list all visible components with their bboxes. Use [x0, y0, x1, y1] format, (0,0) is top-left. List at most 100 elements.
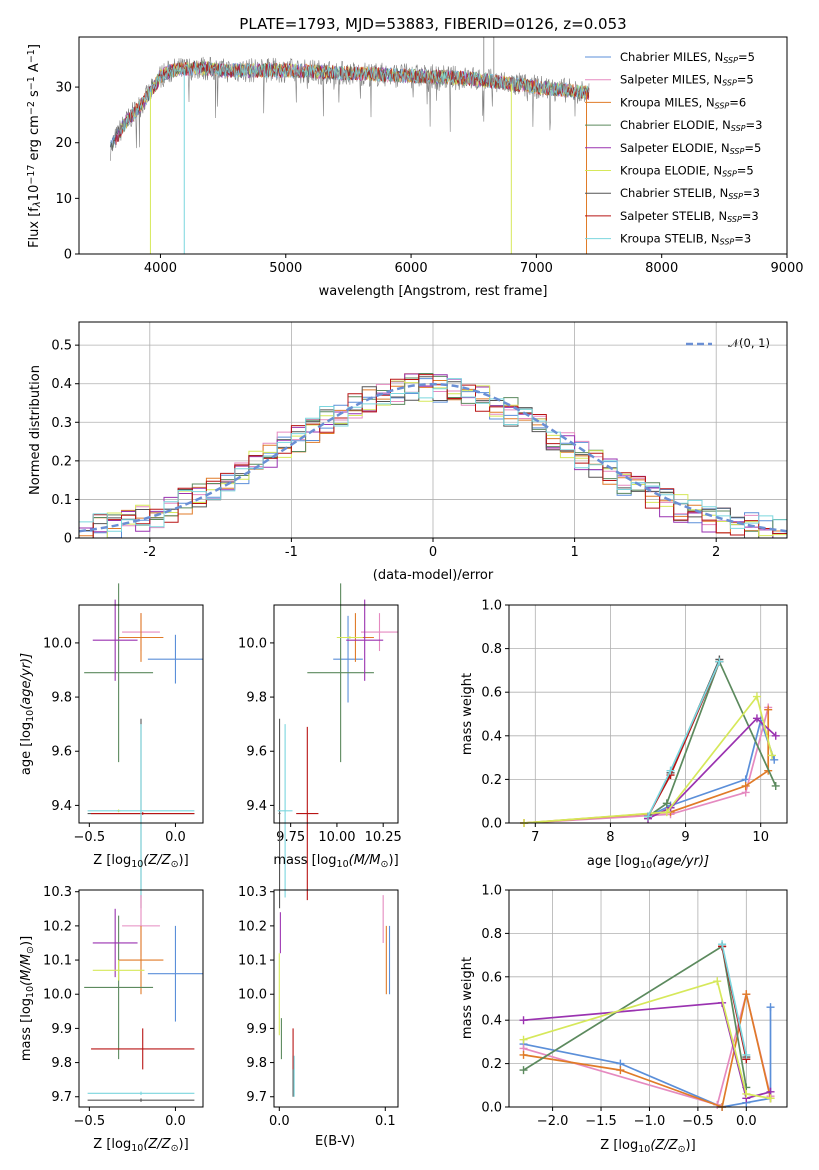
- weight-vs-age-ytick-label: 1.0: [481, 599, 502, 614]
- residuals-xtick-label: 1: [570, 545, 578, 560]
- spectrum-ytick-label: 0: [64, 248, 72, 263]
- weight-vs-z-ytick-label: 0.8: [481, 927, 502, 942]
- mass-vs-ebv-axes: 0.0 0.1 9.7 9.8 9.9 10.0 10.1 10.2 10.3: [238, 885, 396, 1129]
- weight-vs-age-marker: [666, 766, 675, 775]
- mass-vs-ebv-ytick-label: 9.9: [246, 1022, 267, 1037]
- legend-label: Chabrier STELIB, NSSP=3: [620, 186, 760, 201]
- weight-vs-age-ytick-label: 0.4: [481, 729, 502, 744]
- weight-age-ylabel: mass weight: [460, 673, 475, 755]
- residuals-ytick-label: 0.5: [51, 339, 72, 354]
- weight-vs-age-frame: [508, 604, 788, 824]
- weight-vs-z-xlabel: Z [log10(Z/Z⊙)]: [600, 1138, 695, 1155]
- weight-vs-age-xtick-label: 7: [531, 830, 539, 845]
- legend-label: Chabrier ELODIE, NSSP=3: [620, 118, 762, 133]
- residuals-ytick-label: 0.1: [51, 493, 72, 508]
- spectrum-ytick-label: 10: [55, 192, 72, 207]
- weight-vs-z-marker: [742, 990, 751, 999]
- spectrum-xtick-label: 8000: [645, 261, 678, 276]
- age-vs-mass-points: [277, 583, 398, 909]
- mass-vs-z-points: [84, 895, 203, 1102]
- age-vs-mass-xtick-label: 9.75: [276, 830, 305, 845]
- age-vs-z-axes: −0.5 0.0 9.4 9.6 9.8 10.0: [43, 636, 186, 845]
- weight-vs-age-xtick-label: 9: [681, 830, 689, 845]
- mass-vs-ebv-ytick-label: 10.0: [238, 988, 267, 1003]
- spectrum-ytick-label: 20: [55, 136, 72, 151]
- residuals-xtick-label: -2: [143, 545, 156, 560]
- weight-vs-age-marker: [752, 714, 761, 723]
- weight-vs-age-marker: [644, 812, 652, 821]
- age-vs-z-ytick-label: 9.6: [51, 745, 72, 760]
- age-vs-mass-xtick-label: 10.25: [365, 830, 402, 845]
- mass-vs-z-frame: [78, 889, 204, 1108]
- spectrum-xtick-label: 5000: [269, 261, 302, 276]
- age-vs-z-xlabel: Z [log10(Z/Z⊙)]: [93, 853, 188, 870]
- weight-vs-age-marker: [764, 705, 773, 714]
- weight-vs-z-marker: [766, 1003, 775, 1012]
- age-vs-z-points: [84, 583, 203, 909]
- weight-vs-z-ytick-label: 1.0: [481, 884, 502, 899]
- mass-vs-ebv-ytick-label: 10.1: [238, 954, 267, 969]
- spectrum-xlabel: wavelength [Angstrom, rest frame]: [319, 284, 548, 299]
- residuals-legend-label: 𝒩(0, 1): [728, 336, 770, 350]
- weight-vs-age-line: [523, 694, 773, 824]
- weight-vs-age-marker: [770, 755, 779, 764]
- residuals-frame: [78, 321, 788, 539]
- residuals-xlabel: (data-model)/error: [373, 568, 494, 583]
- mass-vs-z-ytick-label: 9.9: [51, 1022, 72, 1037]
- spectrum-ytick-label: 30: [55, 81, 72, 96]
- mass-vs-z-ytick-label: 9.7: [51, 1090, 72, 1105]
- spectrum-xtick-label: 4000: [144, 261, 177, 276]
- age-vs-z-xtick-label: 0.0: [165, 830, 186, 845]
- residuals-ytick-label: 0.2: [51, 454, 72, 469]
- age-vs-z-xtick-label: −0.5: [74, 830, 106, 845]
- legend-label: Kroupa ELODIE, NSSP=5: [620, 164, 754, 179]
- spectrum-axes: 4000 5000 6000 7000 8000 9000 0 10 20 30: [55, 81, 803, 276]
- weight-vs-age-marker: [771, 731, 780, 740]
- spectrum-ylabel: Flux [fλ10−17 erg cm−2 s−1 A−1]: [26, 44, 43, 248]
- weight-vs-z-xtick-label: −1.0: [634, 1114, 666, 1129]
- weight-vs-age-xtick-label: 8: [606, 830, 614, 845]
- age-vs-z-ytick-label: 9.8: [51, 691, 72, 706]
- mass-vs-z-xlabel: Z [log10(Z/Z⊙)]: [93, 1137, 188, 1154]
- weight-vs-z-frame: [508, 889, 788, 1108]
- weight-vs-age-marker: [771, 781, 780, 790]
- weight-vs-z-marker: [766, 1094, 775, 1103]
- residuals-ytick-label: 0.3: [51, 416, 72, 431]
- spectrum-xtick-label: 6000: [395, 261, 428, 276]
- age-vs-mass-ytick-label: 9.8: [246, 691, 267, 706]
- weight-vs-z-xtick-label: −2.0: [537, 1114, 569, 1129]
- residuals-ytick-label: 0: [64, 532, 72, 547]
- weight-vs-age-ytick-label: 0.2: [481, 773, 502, 788]
- spectrum-traces: [109, 37, 590, 254]
- weight-vs-z-marker: [519, 1016, 528, 1025]
- weight-vs-age-line: [647, 659, 777, 818]
- legend-label: Kroupa MILES, NSSP=6: [620, 95, 746, 110]
- age-vs-mass-axes: 9.75 10.00 10.25 9.4 9.6 9.8 10.0: [238, 636, 402, 845]
- mass-vs-ebv-ytick-label: 9.7: [246, 1090, 267, 1105]
- legend-label: Chabrier MILES, NSSP=5: [620, 50, 755, 65]
- spectrum-model-trace: [120, 61, 590, 134]
- mass-vs-z-ylabel: mass [log10(M/M⊙)]: [19, 936, 36, 1061]
- weight-vs-age-ytick-label: 0.8: [481, 642, 502, 657]
- weight-vs-age-series: [520, 655, 780, 827]
- age-vs-mass-ytick-label: 9.4: [246, 799, 267, 814]
- spectrum-legend: Chabrier MILES, NSSP=5 Salpeter MILES, NS…: [585, 50, 762, 247]
- mass-vs-ebv-xtick-label: 0.0: [269, 1114, 290, 1129]
- age-vs-z-ylabel: age [log10(age/yr)]: [19, 653, 36, 775]
- mass-vs-ebv-ytick-label: 10.3: [238, 885, 267, 900]
- legend-label: Kroupa STELIB, NSSP=3: [620, 232, 751, 247]
- mass-vs-ebv-frame: [273, 889, 399, 1108]
- mass-vs-ebv-ytick-label: 9.8: [246, 1056, 267, 1071]
- mass-vs-z-ytick-label: 10.0: [43, 988, 72, 1003]
- weight-vs-z-ytick-label: 0.2: [481, 1057, 502, 1072]
- weight-vs-z-line: [523, 1001, 771, 1100]
- weight-vs-z-marker: [519, 1035, 528, 1044]
- mass-vs-z-ytick-label: 10.2: [43, 919, 72, 934]
- weight-vs-z-xtick-label: −0.5: [682, 1114, 714, 1129]
- residuals-ylabel: Normed distribution: [28, 365, 43, 495]
- weight-vs-z-marker: [713, 977, 722, 986]
- age-vs-mass-xtick-label: 10.00: [318, 830, 355, 845]
- mass-vs-z-xtick-label: 0.0: [165, 1114, 186, 1129]
- legend-label: Salpeter MILES, NSSP=5: [620, 73, 754, 88]
